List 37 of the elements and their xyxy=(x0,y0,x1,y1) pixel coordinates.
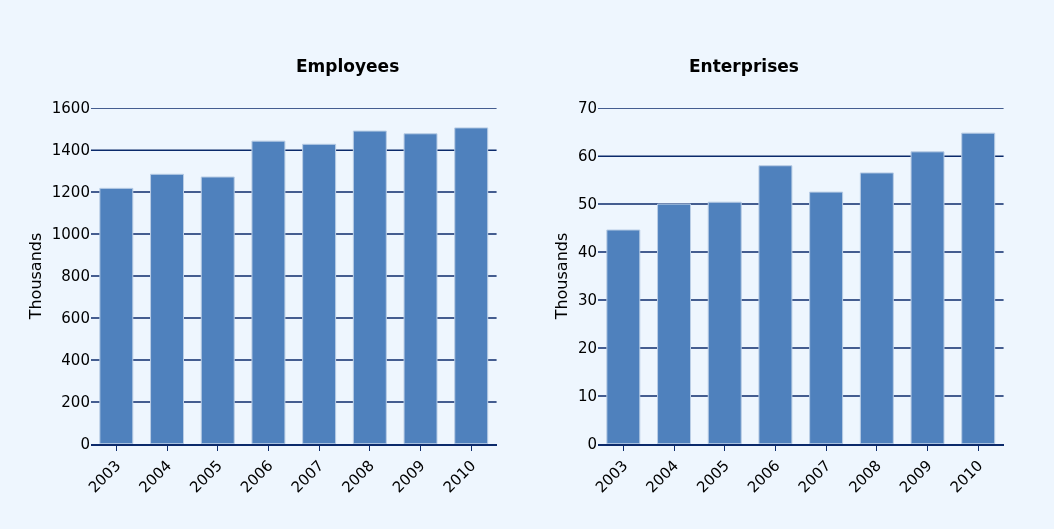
bar xyxy=(657,203,692,444)
bar xyxy=(707,201,742,444)
y-tick-label: 1200 xyxy=(51,183,90,202)
y-tick-label: 30 xyxy=(577,291,597,310)
bar xyxy=(606,229,641,444)
y-tick-label: 20 xyxy=(577,339,597,358)
bar xyxy=(809,191,844,444)
y-axis-title: Thousands xyxy=(25,232,45,321)
y-tick-label: 0 xyxy=(80,435,90,454)
chart-title: Enterprises xyxy=(689,56,799,76)
y-tick-label: 40 xyxy=(577,243,597,262)
bar xyxy=(403,133,438,444)
bar xyxy=(910,151,945,444)
y-tick-label: 400 xyxy=(61,351,90,370)
bar xyxy=(150,173,185,444)
y-tick-label: 60 xyxy=(577,147,597,166)
bar xyxy=(251,140,286,444)
y-tick-label: 200 xyxy=(61,393,90,412)
bar xyxy=(200,176,235,444)
chart-title: Employees xyxy=(296,56,400,76)
y-tick-label: 800 xyxy=(61,267,90,286)
y-axis-title: Thousands xyxy=(551,232,571,321)
y-tick-label: 1600 xyxy=(51,99,90,118)
y-tick-label: 1400 xyxy=(51,141,90,160)
bar xyxy=(99,187,134,444)
y-tick-label: 70 xyxy=(577,99,597,118)
bar xyxy=(454,127,489,444)
bar xyxy=(961,132,996,444)
bar xyxy=(758,165,793,444)
y-tick-label: 0 xyxy=(587,435,597,454)
y-tick-label: 10 xyxy=(577,387,597,406)
bar xyxy=(859,172,894,444)
y-tick-label: 1000 xyxy=(51,225,90,244)
bar xyxy=(302,143,337,444)
bar xyxy=(352,130,387,444)
y-tick-label: 600 xyxy=(61,309,90,328)
y-tick-label: 50 xyxy=(577,195,597,214)
